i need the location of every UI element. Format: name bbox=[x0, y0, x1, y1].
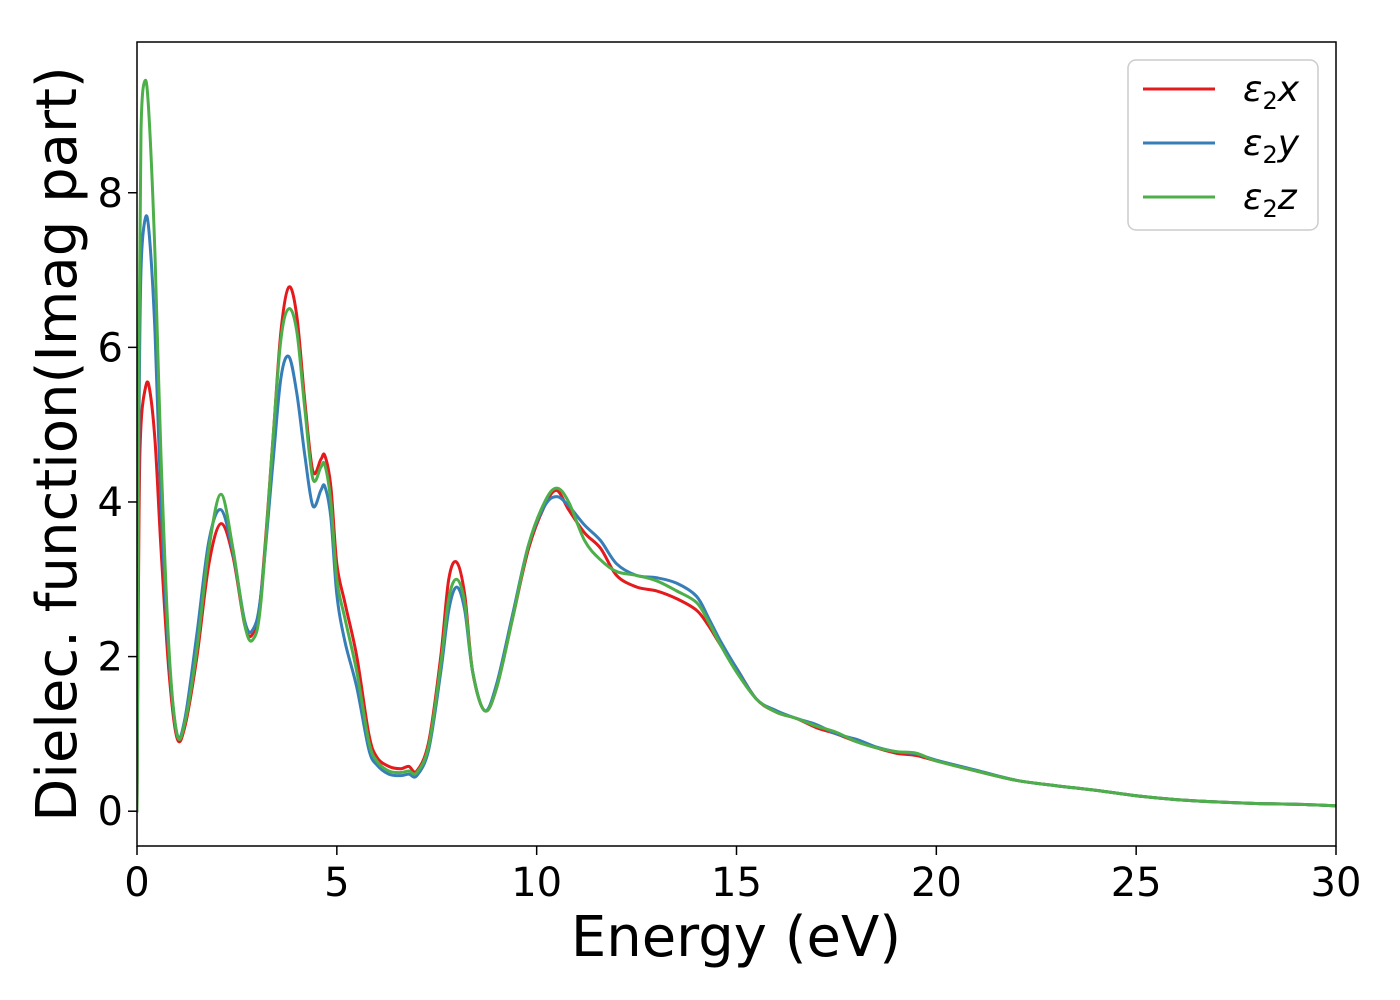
x-axis-label: Energy (eV) bbox=[571, 905, 901, 970]
x-tick-label: 10 bbox=[511, 860, 562, 906]
legend-label-z: ε2z bbox=[1243, 177, 1298, 223]
x-tick-label: 5 bbox=[324, 860, 349, 906]
y-tick-label: 2 bbox=[98, 635, 123, 681]
y-axis-ticks: 0 2 4 6 8 bbox=[98, 171, 137, 835]
x-tick-label: 20 bbox=[911, 860, 962, 906]
y-axis-label: Dielec. function(Imag part) bbox=[25, 66, 90, 822]
y-tick-label: 8 bbox=[98, 171, 123, 217]
x-tick-label: 25 bbox=[1111, 860, 1162, 906]
y-tick-label: 0 bbox=[98, 789, 123, 835]
y-tick-label: 4 bbox=[98, 480, 123, 526]
y-tick-label: 6 bbox=[98, 325, 123, 371]
series-line-z bbox=[137, 78, 1336, 813]
series-lines bbox=[137, 78, 1336, 813]
x-tick-label: 0 bbox=[124, 860, 149, 906]
series-line-y bbox=[137, 214, 1336, 813]
x-tick-label: 15 bbox=[711, 860, 762, 906]
legend-box bbox=[1127, 59, 1319, 231]
legend-label-x: ε2x bbox=[1243, 69, 1300, 115]
legend-label-y: ε2y bbox=[1243, 123, 1300, 169]
legend: ε2x ε2y ε2z bbox=[1127, 59, 1319, 231]
x-tick-label: 30 bbox=[1311, 860, 1362, 906]
series-line-x bbox=[137, 285, 1336, 813]
x-axis-ticks: 0 5 10 15 20 25 30 bbox=[124, 846, 1361, 906]
